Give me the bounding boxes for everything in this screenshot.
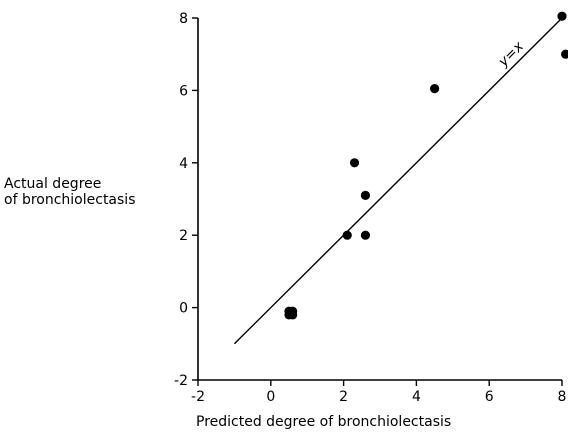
y-axis-label-line-1: Actual degree bbox=[4, 176, 102, 192]
x-axis-label: Predicted degree of bronchiolectasis bbox=[196, 414, 452, 430]
reference-line-label: y=x bbox=[495, 38, 528, 71]
x-tick-label: -2 bbox=[191, 389, 205, 405]
data-point bbox=[288, 310, 298, 320]
x-tick-label: 8 bbox=[558, 389, 567, 405]
y-axis-label-line-2: of bronchiolectasis bbox=[4, 192, 136, 208]
data-point bbox=[360, 190, 371, 200]
data-marks: y=x bbox=[233, 11, 568, 345]
data-point bbox=[557, 11, 567, 21]
data-point bbox=[561, 49, 568, 59]
y-tick-label: 0 bbox=[179, 301, 188, 317]
axes: -2 0 2 4 6 8 -2 0 2 4 6 8 bbox=[174, 11, 566, 405]
y-tick-label: 2 bbox=[179, 228, 188, 244]
data-point bbox=[430, 83, 440, 94]
reference-line bbox=[233, 17, 563, 345]
y-axis-label: Actual degree of bronchiolectasis bbox=[4, 176, 136, 208]
data-point bbox=[360, 230, 371, 240]
data-point bbox=[342, 230, 352, 240]
data-point bbox=[349, 158, 360, 168]
x-tick-label: 4 bbox=[412, 389, 421, 405]
y-tick-label: 6 bbox=[179, 83, 188, 99]
y-tick-label: -2 bbox=[174, 373, 188, 389]
x-tick-label: 0 bbox=[266, 389, 275, 405]
x-tick-label: 2 bbox=[339, 389, 348, 405]
y-tick-label: 4 bbox=[179, 156, 188, 172]
x-tick-label: 6 bbox=[485, 389, 494, 405]
y-tick-label: 8 bbox=[179, 11, 188, 27]
